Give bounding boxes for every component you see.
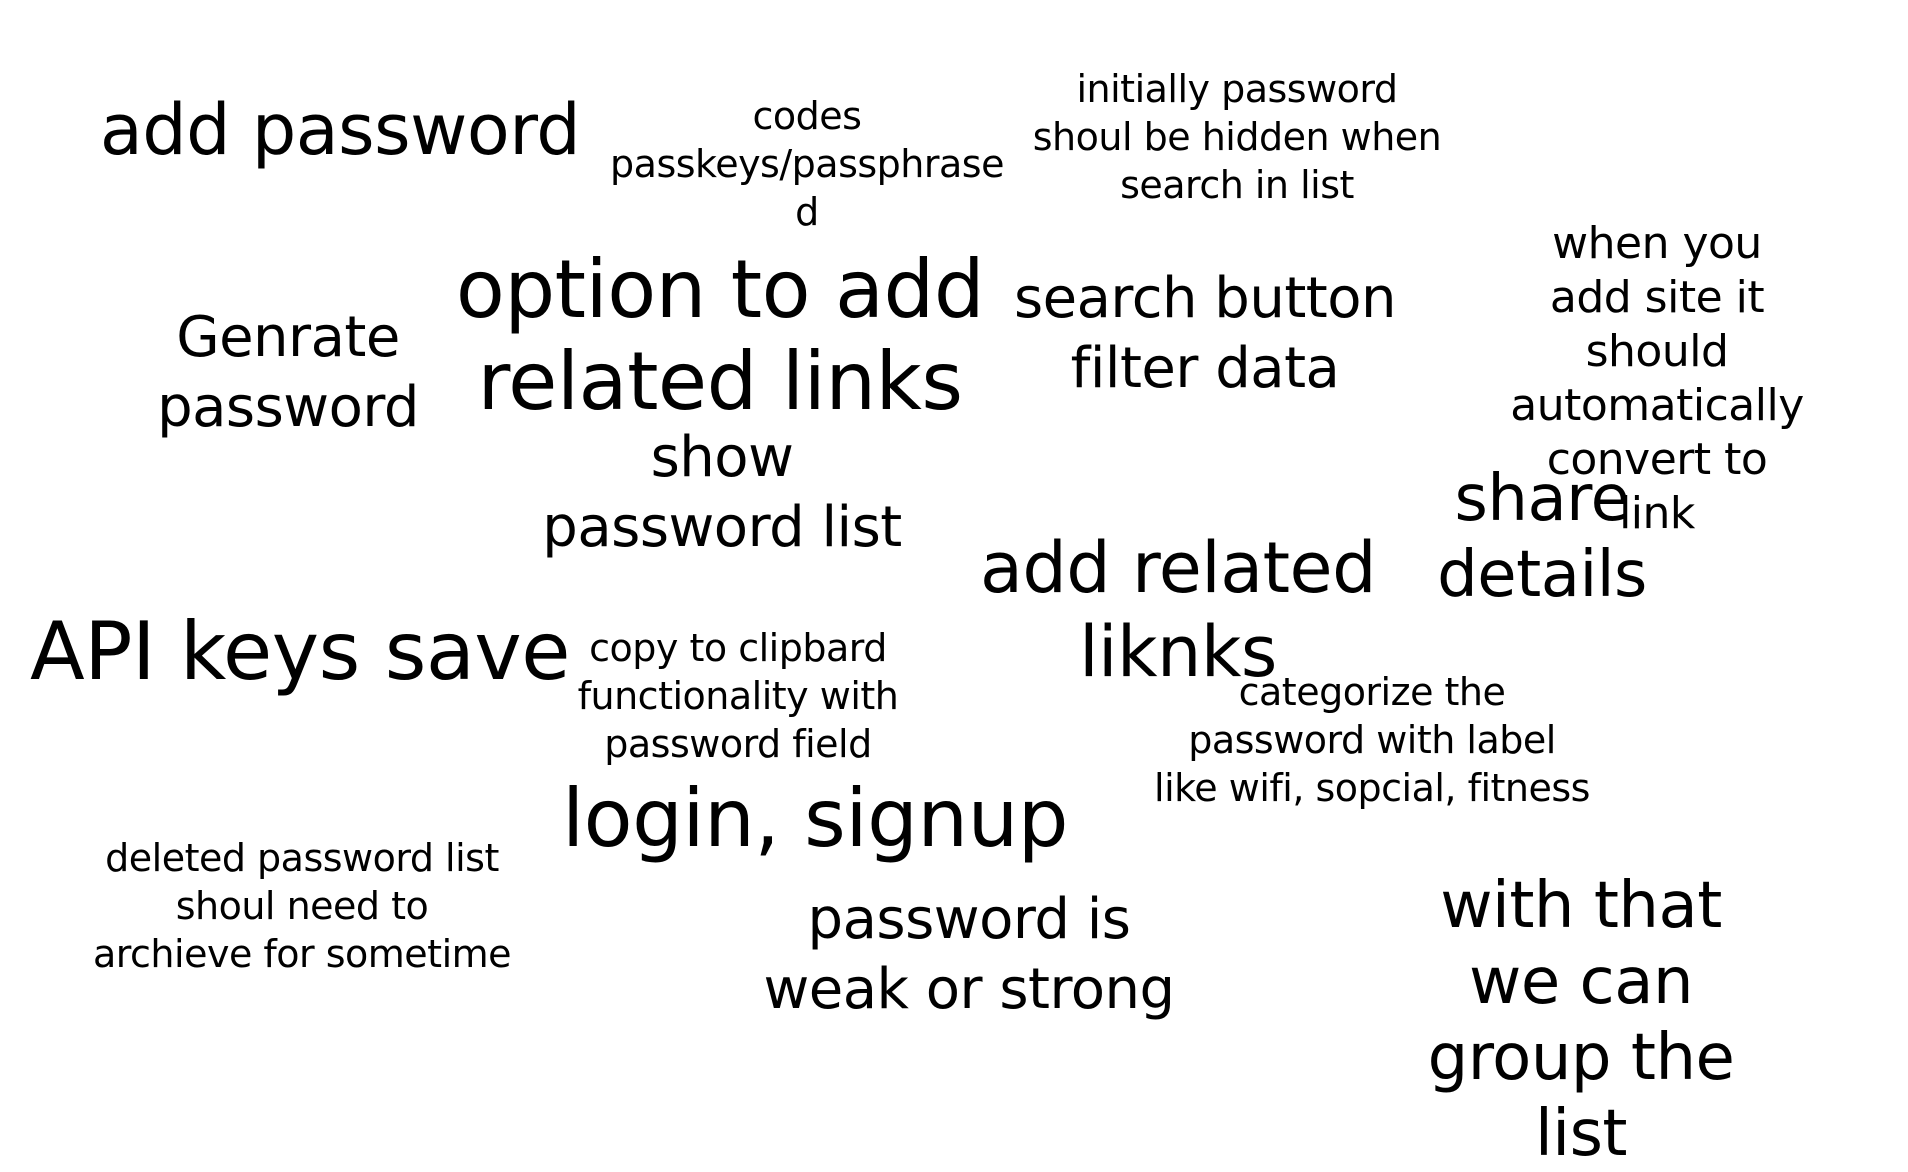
note-weak-strong: password is weak or strong (763, 887, 1175, 1022)
note-share-details: share details (1437, 462, 1647, 612)
note-codes-passkeys: codes passkeys/passphrase d (610, 94, 1004, 234)
sticky-note-canvas: add password codes passkeys/passphrase d… (30, 67, 1805, 1171)
note-search-filter: search button filter data (1013, 266, 1397, 401)
note-login-signup: login, signup (561, 772, 1069, 865)
note-initially-hidden: initially password shoul be hidden when … (1032, 67, 1442, 207)
note-genrate-password: Genrate password (157, 305, 419, 440)
note-add-password: add password (99, 89, 581, 171)
note-option-related-links: option to add related links (455, 243, 985, 428)
note-auto-link: when you add site it should automaticall… (1510, 218, 1804, 539)
note-api-keys-save: API keys save (30, 605, 570, 698)
note-deleted-list: deleted password list shoul need to arch… (92, 836, 512, 976)
note-show-password-list: show password list (542, 425, 902, 560)
note-add-related-liknks: add related liknks (979, 527, 1377, 693)
note-copy-clipboard: copy to clipbard functionality with pass… (577, 626, 899, 766)
note-categorize: categorize the password with label like … (1154, 670, 1590, 810)
note-group-list: with that we can group the list (1427, 869, 1735, 1171)
